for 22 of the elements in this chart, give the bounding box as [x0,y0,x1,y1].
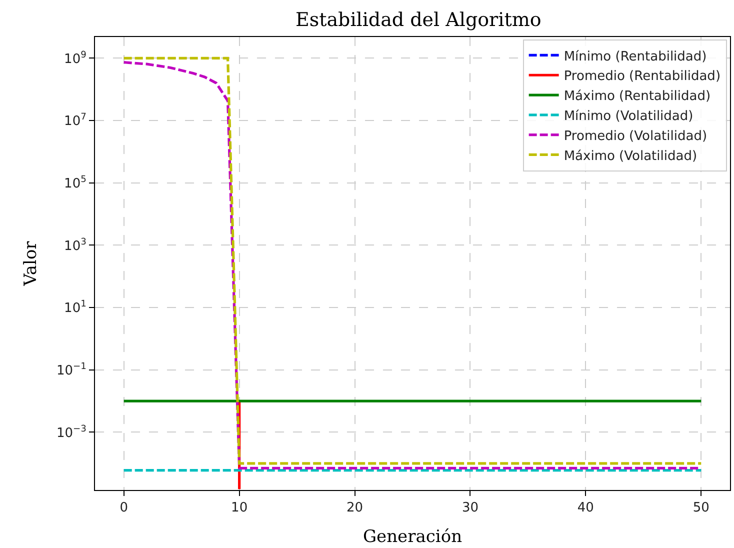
y-axis-title: Valor [20,240,41,287]
legend-label: Máximo (Volatilidad) [564,148,698,164]
x-tick-label: 30 [462,500,479,516]
legend-label: Promedio (Rentabilidad) [564,69,721,84]
y-tick-label: 10$^{−1}$ [56,362,86,378]
legend-label: Mínimo (Volatilidad) [564,108,694,124]
chart-title: Estabilidad del Algoritmo [295,8,542,31]
x-tick-label: 50 [692,500,710,516]
x-axis-title: Generación [362,527,462,547]
x-tick-label: 0 [120,500,128,516]
y-tick-label: 10$^{3}$ [64,237,87,254]
x-tick-label: 20 [346,500,364,516]
y-tick-label: 10$^{−3}$ [56,424,87,441]
y-tick-label: 10$^{7}$ [64,112,87,130]
legend-label: Mínimo (Rentabilidad) [564,49,707,64]
x-tick-label: 40 [577,500,594,516]
y-tick-label: 10$^{9}$ [64,50,87,67]
legend-label: Promedio (Volatilidad) [564,128,708,144]
x-tick-label: 10 [231,500,248,516]
y-tick-label: 10$^{5}$ [64,174,86,192]
y-tick-label: 10$^{1}$ [64,300,86,316]
legend-label: Máximo (Rentabilidad) [564,89,711,104]
